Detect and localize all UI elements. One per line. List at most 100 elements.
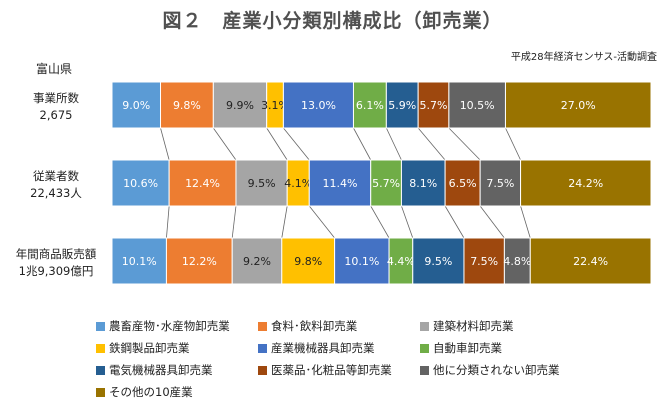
bar-segment [235, 159, 288, 207]
legend-label: 建築材料卸売業 [433, 319, 514, 333]
connector-line [213, 127, 237, 161]
legend-item: 産業機械器具卸売業 [258, 340, 375, 356]
legend-swatch [420, 344, 429, 353]
legend-label: 食料･飲料卸売業 [271, 319, 358, 333]
region-label: 富山県 [36, 62, 73, 76]
category-total: 2,675 [40, 108, 73, 122]
data-label: 4.8% [503, 255, 531, 268]
connector-line [160, 127, 170, 161]
connector-line [308, 205, 335, 239]
connector-line [283, 127, 310, 161]
category-total: 1兆9,309億円 [19, 264, 94, 278]
legend-swatch [420, 366, 429, 375]
data-label: 3.1% [261, 99, 289, 112]
legend-item: 電気機械器具卸売業 [96, 362, 213, 378]
data-label: 5.9% [388, 99, 416, 112]
connector-line [505, 127, 521, 161]
data-label: 7.5% [486, 177, 514, 190]
legend-label: その他の10産業 [109, 385, 193, 399]
data-label: 11.4% [323, 177, 358, 190]
connector-line [266, 127, 288, 161]
data-label: 27.0% [561, 99, 596, 112]
legend-swatch [96, 366, 105, 375]
data-label: 10.6% [123, 177, 158, 190]
data-label: 10.1% [122, 255, 157, 268]
legend-label: 鉄鋼製品卸売業 [109, 341, 190, 355]
legend-swatch [96, 388, 105, 397]
bar-segment [463, 237, 505, 285]
legend-label: 医薬品･化粧品等卸売業 [271, 363, 392, 377]
legend-item: 他に分類されない卸売業 [420, 362, 560, 378]
legend-swatch [258, 366, 267, 375]
legend-item: 農畜産物･水産物卸売業 [96, 318, 230, 334]
bar-segment [212, 81, 268, 129]
bar-segment [168, 159, 237, 207]
legend-label: 他に分類されない卸売業 [433, 363, 560, 377]
bar-segment [504, 81, 652, 129]
data-label: 10.1% [344, 255, 379, 268]
data-label: 24.2% [568, 177, 603, 190]
legend-swatch [258, 344, 267, 353]
legend-item: 食料･飲料卸売業 [258, 318, 357, 334]
category-label: 従業者数 [33, 169, 79, 183]
connector-line [385, 127, 402, 161]
category-total: 22,433人 [30, 186, 82, 200]
connector-line [417, 127, 446, 161]
legend-item: 建築材料卸売業 [420, 318, 514, 334]
connector-line [520, 205, 531, 239]
connector-line [444, 205, 465, 239]
legend-swatch [258, 322, 267, 331]
data-label: 13.0% [301, 99, 336, 112]
bar-segment [111, 81, 162, 129]
data-label: 4.1% [284, 177, 312, 190]
bar-segment [308, 159, 372, 207]
bar-segment [160, 81, 214, 129]
source-note: 平成28年経済センサス-活動調査 [510, 52, 657, 63]
connector-line [166, 205, 170, 239]
connector-line [231, 205, 237, 239]
bar-segment [520, 159, 652, 207]
data-label: 9.8% [173, 99, 201, 112]
legend-swatch [96, 344, 105, 353]
legend-label: 農畜産物･水産物卸売業 [109, 319, 230, 333]
data-label: 9.5% [248, 177, 276, 190]
connector-line [479, 205, 505, 239]
category-label: 事業所数 [33, 91, 79, 105]
data-label: 7.5% [470, 255, 498, 268]
bar-segment [111, 159, 170, 207]
bar-segment [400, 159, 446, 207]
bar-segment [352, 81, 387, 129]
data-label: 9.9% [226, 99, 254, 112]
connector-line [448, 127, 481, 161]
data-label: 12.4% [185, 177, 220, 190]
bar-segment [503, 237, 531, 285]
bar-segment [165, 237, 233, 285]
data-label: 9.8% [294, 255, 322, 268]
bar-segment [111, 237, 167, 285]
legend-swatch [420, 322, 429, 331]
data-label: 9.0% [122, 99, 150, 112]
data-label: 4.4% [387, 255, 415, 268]
data-label: 6.5% [449, 177, 477, 190]
legend-label: 自動車卸売業 [433, 341, 502, 355]
bar-segment [412, 237, 465, 285]
legend-label: 産業機械器具卸売業 [271, 341, 375, 355]
bar-segment [282, 81, 354, 129]
bar-segment [281, 237, 336, 285]
data-label: 9.2% [243, 255, 271, 268]
legend-item: 自動車卸売業 [420, 340, 502, 356]
chart-title: 図２ 産業小分類別構成比（卸売業） [162, 10, 503, 32]
legend-item: その他の10産業 [96, 384, 193, 400]
data-label: 9.5% [424, 255, 452, 268]
data-label: 12.2% [182, 255, 217, 268]
data-label: 22.4% [573, 255, 608, 268]
data-label: 8.1% [409, 177, 437, 190]
connector-line [353, 127, 372, 161]
connector-line [370, 205, 390, 239]
legend-item: 医薬品･化粧品等卸売業 [258, 362, 392, 378]
data-label: 5.7% [420, 99, 448, 112]
data-label: 5.7% [372, 177, 400, 190]
connector-line [281, 205, 288, 239]
bar-segment [334, 237, 390, 285]
